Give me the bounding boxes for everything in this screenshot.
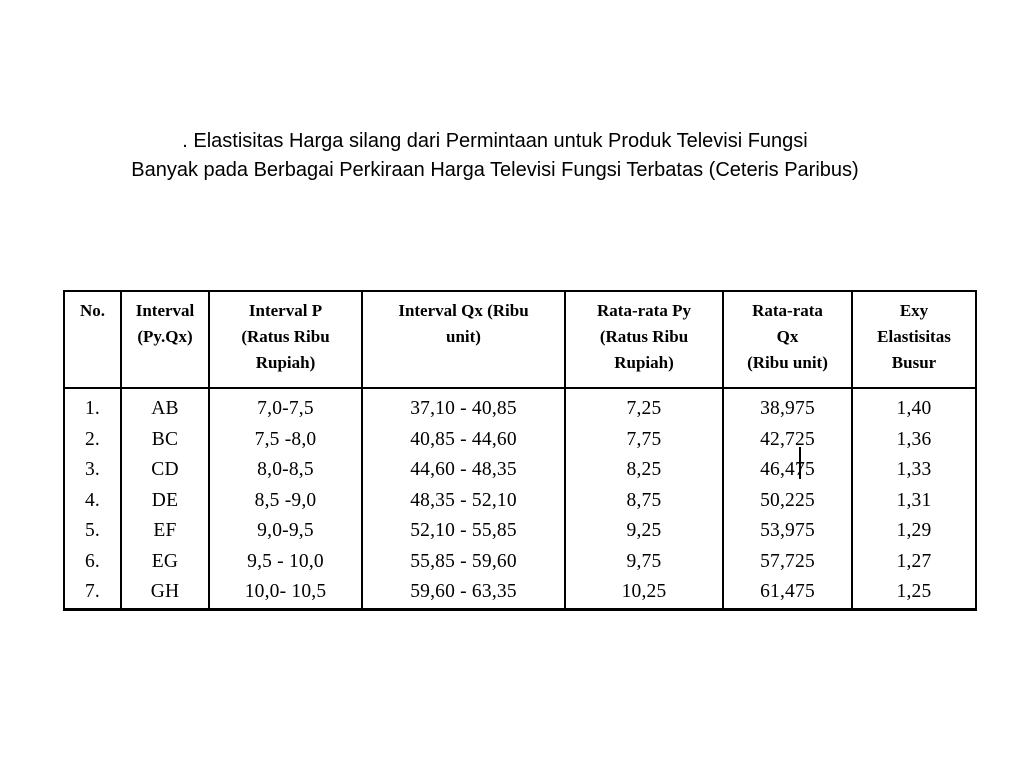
header-interval-qx: Interval Qx (Ribu unit) — [361, 291, 566, 389]
table-row: 1. AB 7,0-7,5 37,10 - 40,85 7,25 38,975 … — [63, 388, 977, 425]
cell-exy: 1,31 — [851, 485, 977, 516]
cell-exy: 1,25 — [851, 577, 977, 609]
elasticity-table-container: No. Interval (Py.Qx) Interval P (Ratus R… — [63, 290, 977, 611]
header-exy-elastisitas: Exy Elastisitas Busur — [851, 291, 977, 389]
cell-rata-py: 8,25 — [564, 455, 724, 486]
cell-interval-qx: 44,60 - 48,35 — [361, 455, 566, 486]
cell-rata-py: 8,75 — [564, 485, 724, 516]
cell-interval: AB — [120, 388, 210, 425]
cell-interval-qx: 55,85 - 59,60 — [361, 546, 566, 577]
table-row: 3. CD 8,0-8,5 44,60 - 48,35 8,25 46,475 … — [63, 455, 977, 486]
cell-no: 5. — [63, 516, 122, 547]
cell-rata-py: 7,75 — [564, 424, 724, 455]
cell-interval-qx: 37,10 - 40,85 — [361, 388, 566, 425]
cell-rata-qx: 42,725 — [722, 424, 853, 455]
cell-interval-p: 9,0-9,5 — [208, 516, 363, 547]
cell-rata-py: 9,75 — [564, 546, 724, 577]
table-row: 5. EF 9,0-9,5 52,10 - 55,85 9,25 53,975 … — [63, 516, 977, 547]
cell-no: 2. — [63, 424, 122, 455]
header-interval-p: Interval P (Ratus Ribu Rupiah) — [208, 291, 363, 389]
cell-exy: 1,36 — [851, 424, 977, 455]
cell-rata-qx: 53,975 — [722, 516, 853, 547]
header-rata-rata-qx: Rata-rata Qx (Ribu unit) — [722, 291, 853, 389]
cell-rata-qx: 38,975 — [722, 388, 853, 425]
cell-no: 6. — [63, 546, 122, 577]
cell-interval-qx: 48,35 - 52,10 — [361, 485, 566, 516]
cell-interval: EG — [120, 546, 210, 577]
header-row: No. Interval (Py.Qx) Interval P (Ratus R… — [63, 291, 977, 389]
elasticity-table: No. Interval (Py.Qx) Interval P (Ratus R… — [63, 290, 977, 611]
table-row: 6. EG 9,5 - 10,0 55,85 - 59,60 9,75 57,7… — [63, 546, 977, 577]
cell-no: 7. — [63, 577, 122, 609]
header-no: No. — [63, 291, 122, 389]
cell-rata-qx: 61,475 — [722, 577, 853, 609]
text-cursor-artifact — [799, 447, 801, 479]
table-row: 4. DE 8,5 -9,0 48,35 - 52,10 8,75 50,225… — [63, 485, 977, 516]
cell-interval: DE — [120, 485, 210, 516]
cell-interval: CD — [120, 455, 210, 486]
cell-interval-p: 8,5 -9,0 — [208, 485, 363, 516]
cell-interval-p: 8,0-8,5 — [208, 455, 363, 486]
cell-interval: BC — [120, 424, 210, 455]
cell-no: 1. — [63, 388, 122, 425]
cell-interval-qx: 59,60 - 63,35 — [361, 577, 566, 609]
cell-exy: 1,33 — [851, 455, 977, 486]
cell-exy: 1,40 — [851, 388, 977, 425]
table-row: 2. BC 7,5 -8,0 40,85 - 44,60 7,75 42,725… — [63, 424, 977, 455]
cell-no: 3. — [63, 455, 122, 486]
cell-no: 4. — [63, 485, 122, 516]
slide-title: . Elastisitas Harga silang dari Perminta… — [131, 130, 859, 181]
cell-interval: GH — [120, 577, 210, 609]
cell-rata-py: 9,25 — [564, 516, 724, 547]
cell-rata-qx: 46,475 — [722, 455, 853, 486]
cell-rata-qx: 57,725 — [722, 546, 853, 577]
cell-interval-p: 10,0- 10,5 — [208, 577, 363, 609]
cell-rata-qx: 50,225 — [722, 485, 853, 516]
cell-interval-p: 7,5 -8,0 — [208, 424, 363, 455]
cell-interval-qx: 52,10 - 55,85 — [361, 516, 566, 547]
cell-rata-py: 10,25 — [564, 577, 724, 609]
cell-interval-p: 7,0-7,5 — [208, 388, 363, 425]
header-rata-rata-py: Rata-rata Py (Ratus Ribu Rupiah) — [564, 291, 724, 389]
table-row: 7. GH 10,0- 10,5 59,60 - 63,35 10,25 61,… — [63, 577, 977, 609]
cell-rata-py: 7,25 — [564, 388, 724, 425]
cell-exy: 1,29 — [851, 516, 977, 547]
header-interval-pyqx: Interval (Py.Qx) — [120, 291, 210, 389]
cell-interval-p: 9,5 - 10,0 — [208, 546, 363, 577]
cell-interval-qx: 40,85 - 44,60 — [361, 424, 566, 455]
cell-exy: 1,27 — [851, 546, 977, 577]
cell-interval: EF — [120, 516, 210, 547]
